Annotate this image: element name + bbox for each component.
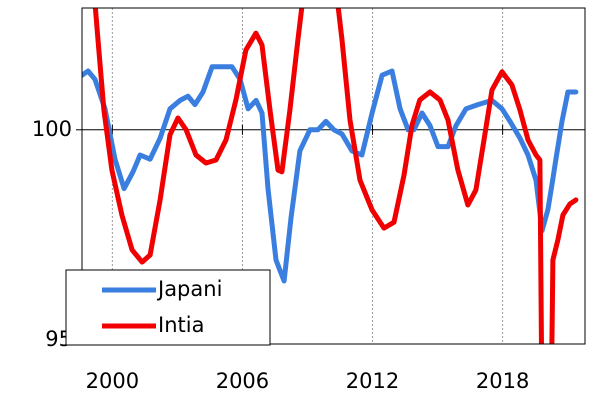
legend-box bbox=[65, 269, 271, 346]
legend-label: Intia bbox=[158, 313, 204, 337]
x-tick-label: 2006 bbox=[216, 369, 269, 393]
x-tick-label: 2018 bbox=[476, 369, 529, 393]
legend: Japani Intia bbox=[65, 269, 271, 346]
plot-area bbox=[82, 8, 579, 344]
legend-label: Japani bbox=[156, 277, 222, 301]
y-tick-label: 100 bbox=[32, 117, 72, 141]
series-line bbox=[82, 64, 579, 284]
x-tick-label: 2000 bbox=[86, 369, 139, 393]
plot-frame bbox=[81, 7, 586, 345]
series-line bbox=[92, 8, 579, 344]
x-tick-label: 2012 bbox=[346, 369, 399, 393]
